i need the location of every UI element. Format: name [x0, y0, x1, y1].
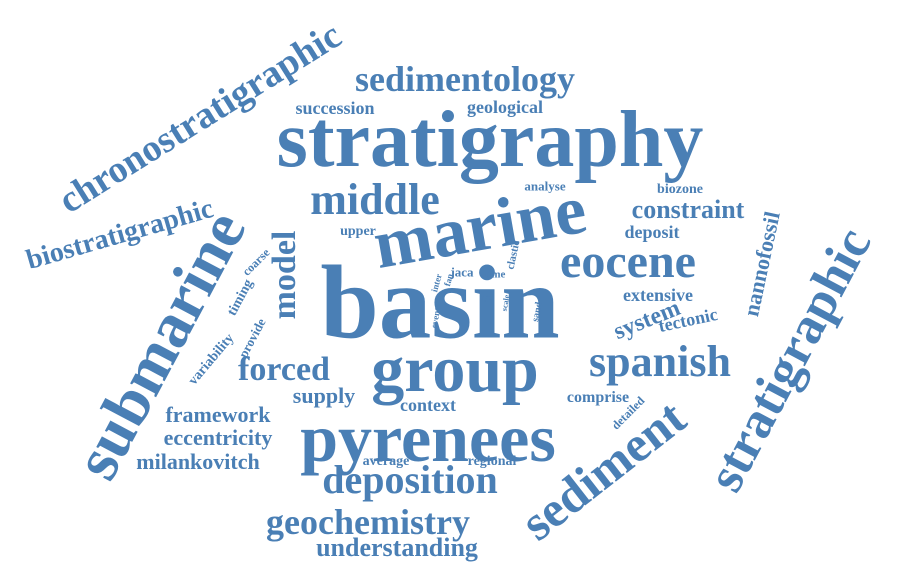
word-pyrenees: pyrenees — [300, 400, 556, 476]
word-comprise: comprise — [566, 389, 630, 406]
word-analyse: analyse — [524, 178, 566, 194]
word-geochemistry: geochemistry — [266, 502, 470, 542]
word-upper: upper — [340, 224, 376, 239]
word-time: time — [484, 268, 506, 281]
word-deposit: deposit — [624, 222, 680, 242]
word-forced: forced — [238, 351, 330, 388]
word-average: average — [362, 454, 410, 469]
word-geological: geological — [467, 97, 543, 117]
word-regional: regional — [467, 454, 517, 469]
word-middle: middle — [310, 175, 440, 224]
word-framework: framework — [165, 402, 271, 427]
word-understanding: understanding — [316, 533, 478, 562]
word-group: group — [371, 333, 539, 406]
word-milankovitch: milankovitch — [136, 449, 260, 474]
word-constraint: constraint — [631, 195, 745, 224]
word-spanish: spanish — [589, 337, 731, 386]
word-eccentricity: eccentricity — [163, 425, 273, 450]
word-context: context — [400, 395, 456, 415]
word-eocene: eocene — [560, 235, 696, 288]
word-deposition: deposition — [322, 457, 498, 502]
word-age: age — [480, 293, 492, 302]
word-biozone: biozone — [657, 182, 703, 197]
word-jaca: jaca — [450, 264, 474, 280]
word-nannofossil: nannofossil — [738, 209, 785, 319]
word-supply: supply — [292, 383, 356, 408]
word-stratigraphy: stratigraphy — [276, 96, 704, 184]
word-model: model — [266, 230, 303, 320]
word-sedimentology: sedimentology — [355, 59, 575, 99]
word-succession: succession — [295, 98, 375, 118]
word-basin: basin — [320, 243, 560, 361]
word-extensive: extensive — [623, 285, 693, 305]
